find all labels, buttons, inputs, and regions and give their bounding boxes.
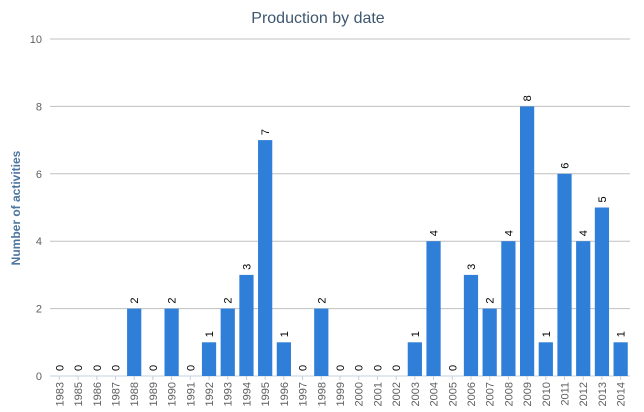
data-label-1985: 0 <box>73 365 85 371</box>
x-tick-label-2009: 2009 <box>522 382 534 406</box>
bar-2013 <box>594 207 610 376</box>
x-tick-label-1990: 1990 <box>167 382 179 406</box>
x-tick-label-1983: 1983 <box>54 382 66 406</box>
bar-2012 <box>576 241 591 376</box>
x-tick-label-1995: 1995 <box>260 382 272 406</box>
data-label-2002: 0 <box>391 365 403 371</box>
y-tick-label-10: 10 <box>30 34 42 46</box>
data-label-1989: 0 <box>148 365 160 371</box>
x-tick-label-2004: 2004 <box>429 382 441 406</box>
bar-2004 <box>426 241 441 376</box>
data-label-2003: 1 <box>410 331 422 337</box>
data-label-1986: 0 <box>92 365 104 371</box>
y-tick-label-4: 4 <box>36 236 42 248</box>
data-label-1987: 0 <box>110 365 122 371</box>
bar-1996 <box>276 342 291 376</box>
bar-2010 <box>538 342 553 376</box>
x-tick-label-1992: 1992 <box>204 382 216 406</box>
data-label-1996: 1 <box>279 331 291 337</box>
bar-2011 <box>557 173 572 376</box>
x-tick-label-2007: 2007 <box>485 382 497 406</box>
x-tick-label-2002: 2002 <box>391 382 403 406</box>
data-label-1983: 0 <box>54 365 66 371</box>
data-label-1999: 0 <box>335 365 347 371</box>
x-tick-label-2003: 2003 <box>410 382 422 406</box>
bar-1992 <box>201 342 217 376</box>
x-tick-label-1994: 1994 <box>241 382 253 406</box>
y-tick-label-6: 6 <box>36 169 42 181</box>
data-label-1992: 1 <box>204 331 216 337</box>
bar-1998 <box>314 308 329 376</box>
data-label-2007: 2 <box>485 297 497 303</box>
x-tick-label-2013: 2013 <box>597 382 609 406</box>
bar-2009 <box>519 106 535 377</box>
data-label-2011: 6 <box>560 163 572 169</box>
data-label-1991: 0 <box>185 365 197 371</box>
x-tick-label-1999: 1999 <box>335 382 347 406</box>
data-label-2005: 0 <box>447 365 459 371</box>
x-tick-label-1988: 1988 <box>129 382 141 406</box>
data-label-1990: 2 <box>167 297 179 303</box>
data-label-2012: 4 <box>578 230 590 236</box>
x-tick-label-1987: 1987 <box>110 382 122 406</box>
bars <box>127 106 628 377</box>
x-tick-label-1985: 1985 <box>73 382 85 406</box>
data-label-2014: 1 <box>616 331 628 337</box>
x-tick-label-2011: 2011 <box>560 382 572 406</box>
data-label-1997: 0 <box>298 365 310 371</box>
data-label-1995: 7 <box>260 129 272 135</box>
x-tick-label-1989: 1989 <box>148 382 160 406</box>
data-label-2006: 3 <box>466 264 478 270</box>
data-label-2010: 1 <box>541 331 553 337</box>
bar-2008 <box>501 241 516 376</box>
x-axis-ticks: 1983 1985 1986 1987 1988 1989 1990 1991 1992 1993… <box>54 376 628 406</box>
y-tick-label-0: 0 <box>36 371 42 383</box>
y-axis-label: Number of activities <box>9 150 23 265</box>
x-tick-label-1996: 1996 <box>279 382 291 406</box>
data-label-1993: 2 <box>223 297 235 303</box>
x-tick-label-2006: 2006 <box>466 382 478 406</box>
data-label-1988: 2 <box>129 297 141 303</box>
bar-1990 <box>164 308 179 376</box>
x-tick-label-1993: 1993 <box>223 382 235 406</box>
data-label-1994: 3 <box>241 264 253 270</box>
chart-title: Production by date <box>251 10 385 27</box>
x-tick-label-2008: 2008 <box>503 382 515 406</box>
x-tick-label-2001: 2001 <box>372 382 384 406</box>
x-tick-label-1998: 1998 <box>316 382 328 406</box>
data-label-2004: 4 <box>429 230 441 236</box>
bar-2003 <box>407 342 422 376</box>
x-tick-label-2000: 2000 <box>354 382 366 406</box>
data-label-2000: 0 <box>354 365 366 371</box>
data-label-2009: 8 <box>522 95 534 101</box>
bar-1994 <box>239 274 254 376</box>
bar-2014 <box>613 342 628 376</box>
y-axis-ticks: 0 2 4 6 8 10 <box>30 34 42 383</box>
bar-1988 <box>127 308 142 376</box>
y-tick-label-8: 8 <box>36 101 42 113</box>
y-tick-label-2: 2 <box>36 304 42 316</box>
x-tick-label-1986: 1986 <box>92 382 104 406</box>
x-tick-label-2014: 2014 <box>616 382 628 406</box>
x-tick-label-2005: 2005 <box>447 382 459 406</box>
data-label-2013: 5 <box>597 196 609 202</box>
data-label-1998: 2 <box>316 297 328 303</box>
data-label-2008: 4 <box>503 230 515 236</box>
x-tick-label-2012: 2012 <box>578 382 590 406</box>
bar-2006 <box>463 274 479 376</box>
bar-1995 <box>258 140 273 376</box>
x-tick-label-1997: 1997 <box>298 382 310 406</box>
x-tick-label-1991: 1991 <box>185 382 197 406</box>
x-tick-label-2010: 2010 <box>541 382 553 406</box>
bar-2007 <box>482 308 497 376</box>
bar-1993 <box>220 308 235 376</box>
data-label-2001: 0 <box>372 365 384 371</box>
